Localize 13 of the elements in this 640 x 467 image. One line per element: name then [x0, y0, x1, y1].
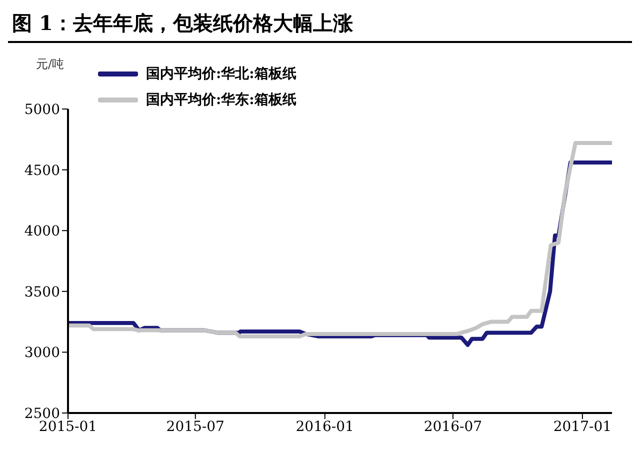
- chart-title: 图 1：去年年底，包装纸价格大幅上涨: [8, 8, 632, 43]
- x-tick-label: 2015-07: [166, 418, 224, 435]
- x-tick-label: 2017-01: [553, 418, 612, 435]
- x-tick-label: 2016-07: [424, 418, 482, 435]
- y-tick-label: 4500: [24, 162, 60, 179]
- x-tick-label: 2016-01: [296, 418, 354, 435]
- y-tick-label: 3000: [24, 345, 60, 362]
- y-tick-label: 4000: [24, 224, 60, 240]
- legend-label: 国内平均价:华东:箱板纸: [146, 91, 296, 109]
- legend-label: 国内平均价:华北:箱板纸: [146, 65, 296, 83]
- y-axis-title: 元/吨: [36, 56, 64, 73]
- y-tick-label: 3500: [24, 284, 60, 300]
- y-tick-label: 5000: [24, 102, 60, 118]
